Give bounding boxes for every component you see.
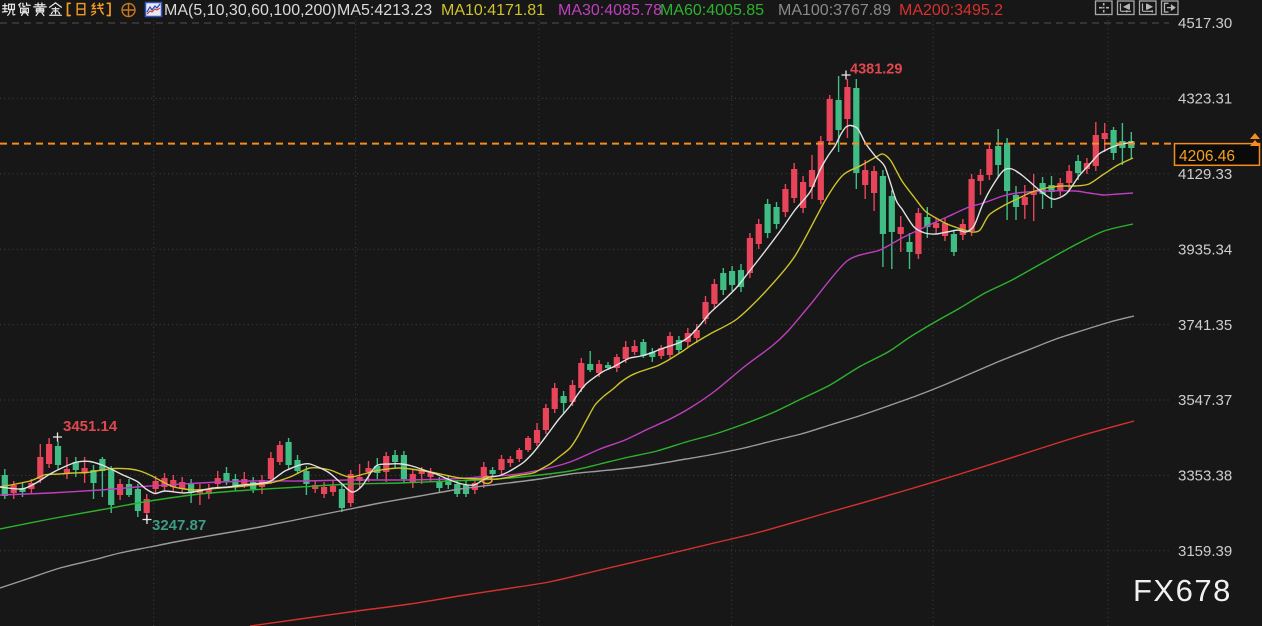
svg-text:3451.14: 3451.14 [63,418,118,435]
svg-text:4517.30: 4517.30 [1178,15,1232,32]
svg-text:3353.38: 3353.38 [1178,468,1232,485]
svg-text:3247.87: 3247.87 [152,517,206,534]
svg-text:3741.35: 3741.35 [1178,317,1232,334]
svg-text:3935.34: 3935.34 [1178,241,1232,258]
svg-text:MA60:4005.85: MA60:4005.85 [660,2,764,19]
svg-text:4323.31: 4323.31 [1178,91,1232,108]
svg-text:4206.46: 4206.46 [1179,148,1235,165]
svg-text:3159.39: 3159.39 [1178,543,1232,560]
svg-text:4381.29: 4381.29 [850,62,902,78]
svg-text:MA30:4085.78: MA30:4085.78 [558,2,662,19]
svg-text:MA10:4171.81: MA10:4171.81 [441,2,545,19]
svg-text:FX678: FX678 [1133,573,1232,608]
svg-text:MA5:4213.23: MA5:4213.23 [337,2,432,19]
svg-text:4129.33: 4129.33 [1178,166,1232,183]
svg-text:MA(5,10,30,60,100,200): MA(5,10,30,60,100,200) [164,2,337,19]
svg-text:MA200:3495.2: MA200:3495.2 [899,2,1003,19]
svg-text:MA100:3767.89: MA100:3767.89 [778,2,891,19]
svg-text:3547.37: 3547.37 [1178,392,1232,409]
